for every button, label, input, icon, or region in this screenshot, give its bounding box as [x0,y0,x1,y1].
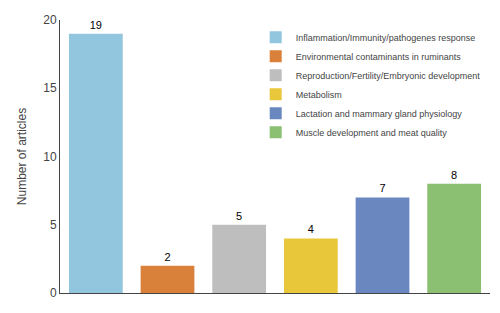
svg-text:Muscle development and meat qu: Muscle development and meat quality [296,128,448,138]
svg-text:4: 4 [308,223,314,235]
svg-text:2: 2 [164,251,170,263]
svg-text:Reproduction/Fertility/Embryon: Reproduction/Fertility/Embryonic develop… [296,71,481,81]
svg-text:Metabolism: Metabolism [296,90,342,100]
svg-text:5: 5 [236,210,242,222]
svg-text:Inflammation/Immunity/pathogen: Inflammation/Immunity/pathogenes respons… [296,33,476,43]
svg-text:20: 20 [43,13,57,27]
svg-text:7: 7 [379,182,385,194]
svg-text:10: 10 [43,150,57,164]
svg-text:15: 15 [43,81,57,95]
svg-text:19: 19 [90,19,102,31]
svg-text:0: 0 [50,286,57,300]
svg-text:Number of articles: Number of articles [15,108,29,205]
svg-text:8: 8 [451,169,457,181]
svg-text:Environmental contaminants in: Environmental contaminants in ruminants [296,52,462,62]
svg-text:5: 5 [50,218,57,232]
svg-text:Lactation and mammary gland ph: Lactation and mammary gland physiology [296,109,463,119]
